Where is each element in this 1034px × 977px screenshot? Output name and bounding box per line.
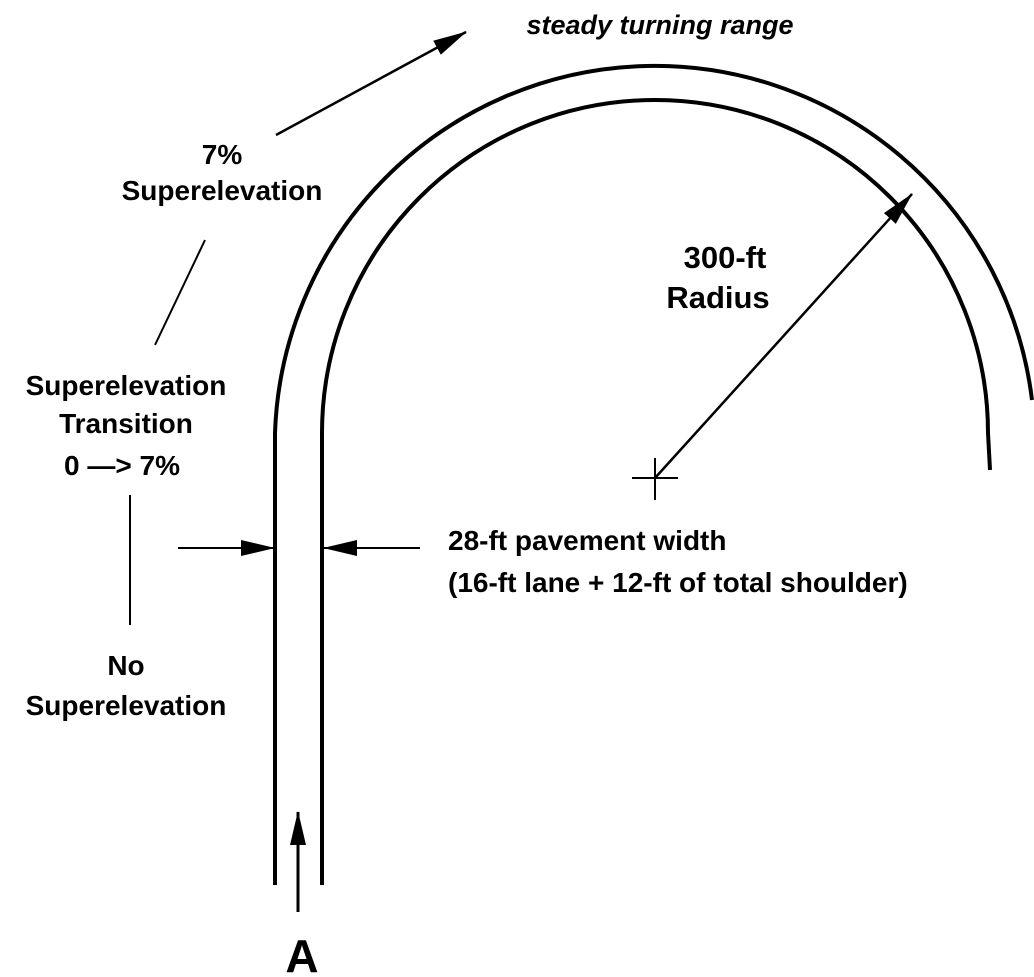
label: No [107, 650, 144, 681]
label: Superelevation [26, 690, 227, 721]
road-inner-edge [320, 98, 992, 885]
direction-arrow [275, 30, 467, 137]
label: Transition [59, 408, 193, 439]
width-label: 28-ft pavement width [448, 525, 726, 556]
entry-label: A [285, 930, 318, 977]
radius-arrow [654, 193, 913, 479]
road-outer-edge [273, 63, 1034, 885]
divider-line [154, 239, 206, 346]
label: Superelevation [26, 370, 227, 401]
radius-label: 300-ft [684, 240, 767, 275]
radius-label: Radius [666, 280, 769, 315]
width-label: (16-ft lane + 12-ft of total shoulder) [448, 567, 908, 598]
label: 0 —> 7% [64, 450, 180, 481]
top-label: steady turning range [526, 10, 793, 40]
label: Superelevation [122, 175, 323, 206]
label: 7% [202, 139, 243, 170]
